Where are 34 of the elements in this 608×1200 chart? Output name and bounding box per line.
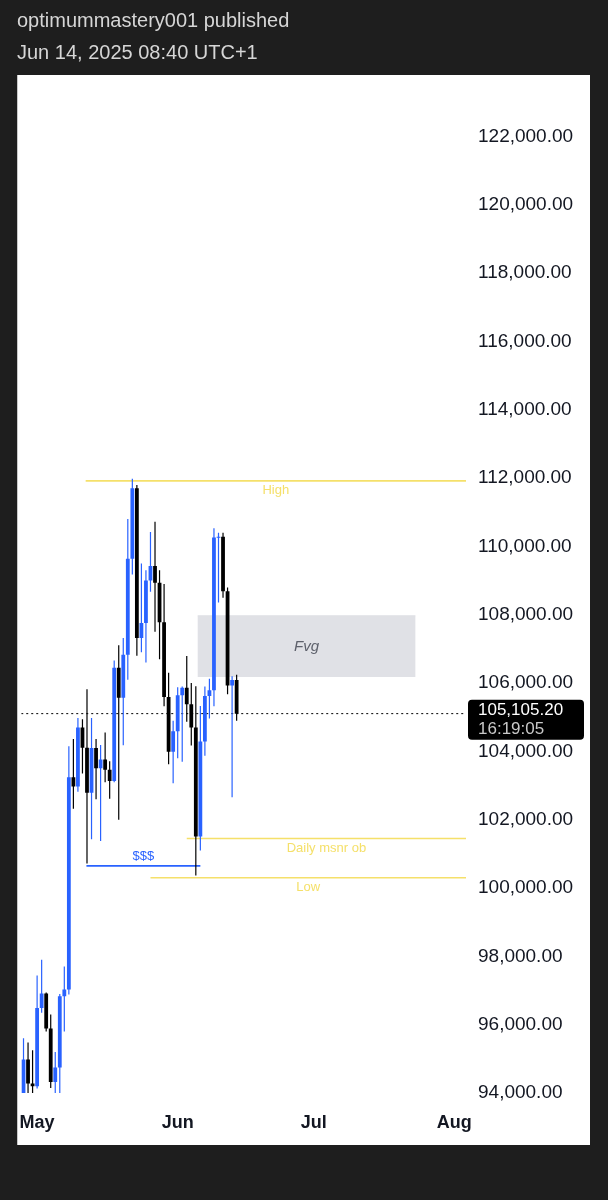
y-tick-label: 106,000.00 bbox=[478, 671, 574, 693]
y-tick-label: 114,000.00 bbox=[478, 398, 572, 420]
series-label: Low bbox=[296, 879, 321, 895]
candlestick bbox=[153, 521, 157, 632]
chart-subtitle: Jun 14, 2025 08:40 UTC+1 bbox=[17, 40, 258, 64]
x-tick-label: Aug bbox=[436, 1111, 472, 1132]
y-tick-label: 122,000.00 bbox=[478, 124, 574, 146]
ref-line-label: 105,105.20 bbox=[478, 700, 564, 720]
series-label: $$$ bbox=[132, 848, 155, 864]
x-tick-label: Jul bbox=[300, 1111, 327, 1132]
candlestick bbox=[94, 739, 98, 800]
x-tick-label: May bbox=[19, 1111, 55, 1132]
series-label: Fvg bbox=[294, 636, 320, 654]
candlestick bbox=[85, 689, 89, 864]
y-tick-label: 118,000.00 bbox=[478, 261, 572, 283]
chart-title: optimummastery001 published bbox=[17, 8, 290, 32]
y-tick-label: 120,000.00 bbox=[478, 193, 574, 215]
y-tick-label: 116,000.00 bbox=[478, 329, 572, 351]
candlestick bbox=[26, 1042, 30, 1093]
y-tick-label: 100,000.00 bbox=[478, 876, 574, 898]
y-tick-label: 102,000.00 bbox=[478, 807, 574, 829]
series-label: Daily msnr ob bbox=[286, 840, 367, 856]
y-tick-label: 112,000.00 bbox=[478, 466, 572, 488]
text: 16:19:05 bbox=[478, 719, 545, 739]
y-tick-label: 96,000.00 bbox=[478, 1012, 563, 1034]
candlestick bbox=[230, 676, 234, 798]
y-tick-label: 110,000.00 bbox=[478, 534, 572, 556]
series-label: High bbox=[262, 482, 290, 498]
y-tick-label: 108,000.00 bbox=[478, 602, 574, 624]
candlestick bbox=[144, 570, 148, 663]
y-tick-label: 94,000.00 bbox=[478, 1081, 563, 1103]
y-tick-label: 104,000.00 bbox=[478, 739, 574, 761]
y-tick-label: 98,000.00 bbox=[478, 944, 563, 966]
x-tick-label: Jun bbox=[161, 1111, 194, 1132]
